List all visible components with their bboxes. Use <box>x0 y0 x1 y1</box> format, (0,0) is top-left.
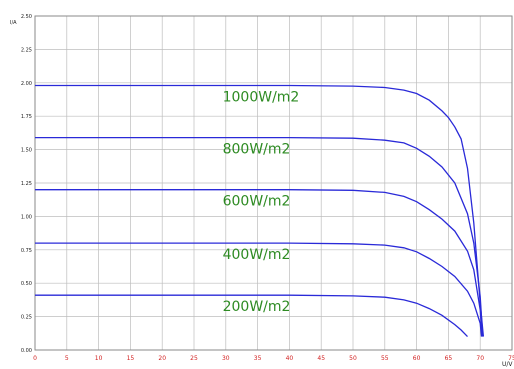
x-tick-label: 40 <box>286 355 294 362</box>
x-tick-label: 70 <box>476 355 484 362</box>
x-tick-label: 60 <box>413 355 421 362</box>
y-tick-label: 2.50 <box>21 14 32 20</box>
x-tick-label: 65 <box>445 355 453 362</box>
x-tick-label: 75 <box>508 355 514 362</box>
x-tick-label: 5 <box>65 355 69 362</box>
series-line-800w-m2 <box>35 136 484 337</box>
x-tick-label: 55 <box>381 355 389 362</box>
x-tick-label: 50 <box>349 355 357 362</box>
tick-layer: 0 5 10 15 20 25 30 35 40 45 50 55 60 65 70 75 0.00 0.25 0.… <box>21 14 514 362</box>
series-layer <box>35 84 485 338</box>
y-tick-label: 1.25 <box>21 181 32 187</box>
y-tick-label: 0.00 <box>21 348 32 354</box>
y-tick-label: 2.25 <box>21 47 32 53</box>
y-tick-label: 1.50 <box>21 148 32 154</box>
x-tick-label: 20 <box>158 355 166 362</box>
x-tick-label: 45 <box>317 355 325 362</box>
y-tick-label: 0.25 <box>21 315 32 321</box>
plot-frame <box>34 15 513 351</box>
x-tick-label: 35 <box>254 355 262 362</box>
y-axis-label: I/A <box>10 20 17 26</box>
series-label: 400W/m2 <box>223 247 291 263</box>
series-line-600w-m2 <box>35 189 483 337</box>
series-label: 600W/m2 <box>223 194 291 210</box>
y-tick-label: 2.00 <box>21 81 32 87</box>
x-tick-label: 10 <box>95 355 103 362</box>
x-tick-label: 0 <box>33 355 37 362</box>
y-tick-label: 1.75 <box>21 114 32 120</box>
series-line-400w-m2 <box>35 242 483 337</box>
grid-layer <box>34 15 513 351</box>
x-tick-label: 15 <box>127 355 135 362</box>
y-tick-label: 1.00 <box>21 214 32 220</box>
y-tick-label: 0.50 <box>21 281 32 287</box>
x-tick-label: 25 <box>190 355 198 362</box>
series-label: 800W/m2 <box>223 142 291 158</box>
x-tick-label: 30 <box>222 355 230 362</box>
series-label: 1000W/m2 <box>223 89 300 105</box>
x-axis-label: U/V <box>502 361 513 368</box>
series-label: 200W/m2 <box>223 299 291 315</box>
y-tick-label: 0.75 <box>21 248 32 254</box>
series-line-1000w-m2 <box>35 84 485 337</box>
series-line-200w-m2 <box>35 294 468 338</box>
label-layer: 1000W/m2 800W/m2 600W/m2 400W/m2 200W/m2 <box>223 89 300 315</box>
